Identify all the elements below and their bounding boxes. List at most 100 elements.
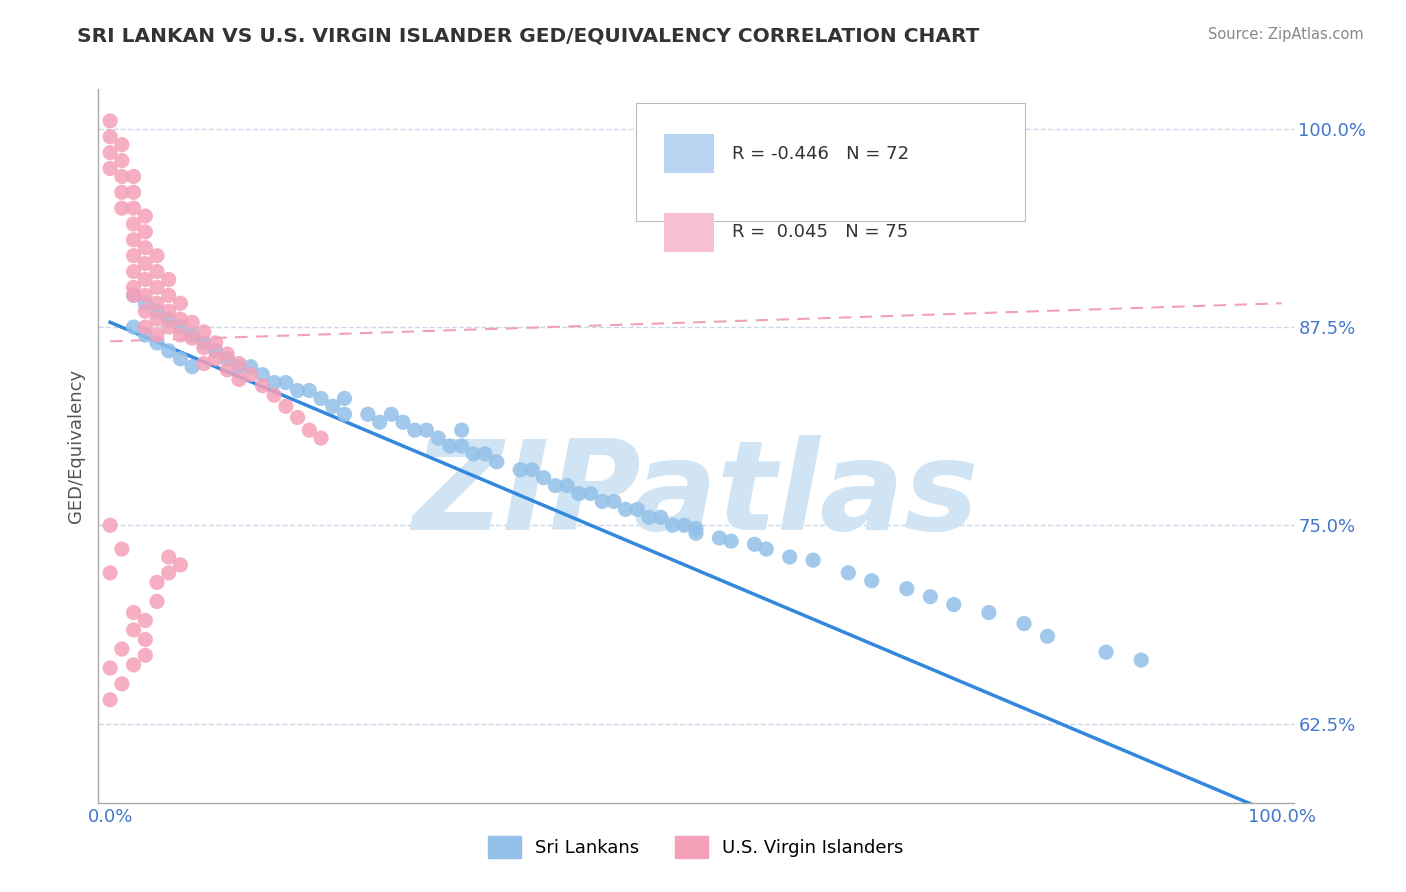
Point (146, 328, 169, 343)
Point (217, 351, 239, 366)
Point (309, 392, 332, 406)
Point (169, 296, 191, 310)
Point (122, 320, 145, 334)
Point (685, 526, 707, 541)
Point (181, 359, 204, 374)
Point (920, 590, 942, 604)
Text: R = -0.446   N = 72: R = -0.446 N = 72 (733, 145, 908, 162)
Point (217, 347, 239, 361)
Point (860, 574, 883, 588)
Point (709, 531, 731, 545)
Point (122, 657, 145, 672)
Point (146, 249, 169, 263)
Point (146, 264, 169, 278)
Point (298, 384, 321, 398)
Point (755, 542, 778, 557)
Point (111, 542, 134, 557)
Point (333, 407, 356, 421)
Point (474, 447, 496, 461)
Point (239, 368, 262, 382)
Point (322, 400, 344, 414)
Point (146, 575, 169, 590)
Point (193, 357, 215, 371)
Point (111, 677, 134, 691)
Point (122, 288, 145, 302)
Point (98, 129, 121, 144)
Point (134, 272, 156, 286)
Point (485, 455, 508, 469)
Point (977, 606, 1000, 620)
Point (134, 288, 156, 302)
Point (134, 241, 156, 255)
Point (134, 296, 156, 310)
Point (157, 549, 180, 564)
Point (509, 463, 531, 477)
Point (169, 558, 191, 572)
Text: ZIPatlas: ZIPatlas (413, 435, 979, 557)
Point (181, 328, 204, 343)
Point (157, 304, 180, 318)
FancyBboxPatch shape (664, 212, 714, 252)
Point (638, 510, 661, 524)
Point (287, 410, 309, 425)
Point (169, 312, 191, 326)
Point (555, 478, 578, 492)
Point (122, 186, 145, 200)
Point (533, 471, 555, 485)
Point (181, 331, 204, 345)
Point (169, 351, 191, 366)
Point (98, 161, 121, 176)
Point (193, 341, 215, 355)
Point (146, 594, 169, 608)
Point (111, 137, 134, 152)
Point (122, 606, 145, 620)
Point (134, 225, 156, 239)
Point (181, 315, 204, 329)
Point (204, 351, 226, 366)
Point (98, 114, 121, 128)
Point (837, 566, 859, 580)
Text: Source: ZipAtlas.com: Source: ZipAtlas.com (1208, 27, 1364, 42)
Point (626, 502, 648, 516)
Point (463, 447, 485, 461)
Point (134, 648, 156, 663)
Point (579, 486, 602, 500)
Point (134, 304, 156, 318)
Point (157, 320, 180, 334)
Point (333, 392, 356, 406)
Text: SRI LANKAN VS U.S. VIRGIN ISLANDER GED/EQUIVALENCY CORRELATION CHART: SRI LANKAN VS U.S. VIRGIN ISLANDER GED/E… (77, 27, 980, 45)
Point (942, 598, 965, 612)
Point (287, 384, 309, 398)
Point (146, 312, 169, 326)
Point (98, 661, 121, 675)
Point (204, 343, 226, 358)
Point (1095, 645, 1118, 659)
Point (591, 494, 613, 508)
Point (111, 153, 134, 168)
Point (252, 368, 274, 382)
Point (1130, 653, 1153, 667)
Point (274, 376, 297, 390)
Point (98, 692, 121, 706)
Point (520, 463, 543, 477)
FancyBboxPatch shape (664, 134, 714, 173)
Point (298, 423, 321, 437)
Point (415, 423, 437, 437)
Point (685, 521, 707, 535)
Point (134, 209, 156, 223)
Point (122, 201, 145, 215)
Point (661, 518, 683, 533)
Point (239, 359, 262, 374)
Point (157, 272, 180, 286)
Point (157, 312, 180, 326)
Point (111, 169, 134, 184)
Point (146, 304, 169, 318)
Point (134, 632, 156, 647)
Point (252, 378, 274, 392)
Point (98, 566, 121, 580)
Point (650, 510, 672, 524)
Point (193, 335, 215, 350)
Point (217, 363, 239, 377)
Point (146, 296, 169, 310)
Point (169, 328, 191, 343)
